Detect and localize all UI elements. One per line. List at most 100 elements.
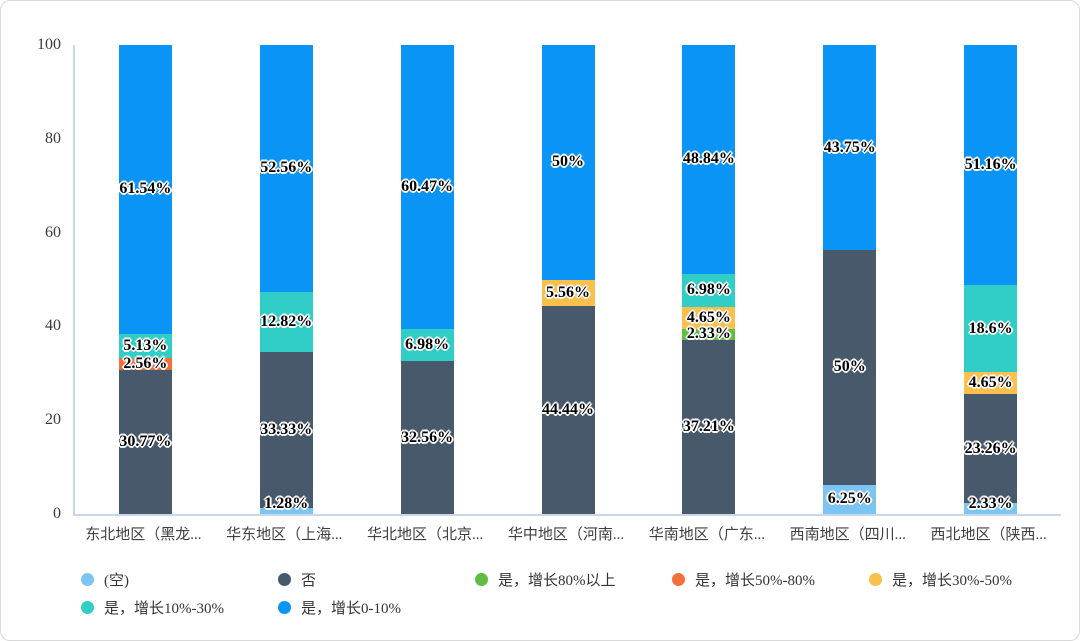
bar-segment (682, 306, 736, 329)
legend-label: 是，增长0-10% (301, 601, 401, 617)
bar-segment-label: 61.54% (119, 180, 172, 198)
bar-segment (541, 279, 595, 306)
legend-label: 是，增长10%-30% (104, 601, 224, 617)
bar-slot: 30.77% 2.56% 5.13% 61.54% (75, 45, 216, 514)
bar-segment-label: 4.65% (686, 308, 731, 326)
bar-segment (259, 291, 313, 352)
bar-segment-label: 33.33% (260, 420, 313, 438)
bar-segment-label: 50% (552, 153, 584, 171)
bar-segment (964, 284, 1018, 373)
bar-segment (541, 305, 595, 514)
bar-segment (400, 328, 454, 362)
bar-segment (541, 45, 595, 280)
stacked-bar: 32.56% 6.98% 60.47% (400, 44, 454, 514)
legend-item: (空) (81, 567, 278, 592)
stacked-bar: 44.44% 5.56% 50% (541, 45, 595, 514)
bar-segment (400, 361, 454, 514)
legend-label: 是，增长30%-50% (892, 573, 1012, 589)
legend-swatch-icon (81, 601, 94, 614)
stacked-bar: 37.21% 2.33% 4.65% 6.98% 48.84% (682, 44, 736, 514)
bar-segment (964, 372, 1018, 394)
legend-swatch-icon (81, 573, 94, 586)
bar-segment (118, 357, 172, 370)
bar-segment (118, 369, 172, 514)
bar-segment (682, 44, 736, 275)
bar-segment-label: 51.16% (964, 155, 1017, 173)
bar-segment (823, 250, 877, 485)
y-tick-label: 60 (45, 223, 61, 241)
bar-segment (259, 351, 313, 508)
x-axis-label: 西北地区（陕西... (930, 527, 1047, 543)
bar-slot: 6.25% 50% 43.75% (779, 45, 920, 514)
y-tick-label: 40 (45, 317, 61, 335)
legend-item: 是，增长30%-50% (869, 567, 1066, 592)
bar-segment-label: 2.33% (968, 495, 1013, 512)
bar-segment (400, 44, 454, 329)
bar-segment-label: 2.56% (123, 354, 168, 372)
bar-segment-label: 12.82% (260, 312, 313, 330)
plot-area: 30.77% 2.56% 5.13% 61.54% 1.28% 33.33% 12.82% 5… (73, 44, 1061, 516)
legend-label: 是，增长80%以上 (498, 573, 616, 589)
y-axis: 0 20 40 60 80 100 (1, 1, 61, 640)
bar-segment-label: 43.75% (823, 138, 876, 156)
legend-item: 是，增长80%以上 (475, 567, 672, 592)
legend-item: 否 (278, 567, 475, 592)
bar-segment-label: 2.33% (686, 325, 731, 343)
bar-segment-label: 1.28% (264, 495, 309, 512)
bar-segment (964, 394, 1018, 504)
y-tick-label: 80 (45, 129, 61, 147)
bar-segment (259, 45, 313, 292)
x-axis-label: 华东地区（上海... (226, 527, 343, 543)
bar-segment-label: 60.47% (401, 177, 454, 195)
stacked-bar: 2.33% 23.26% 4.65% 18.6% 51.16% (964, 45, 1018, 514)
legend-item: 是，增长10%-30% (81, 595, 278, 620)
bar-slot: 44.44% 5.56% 50% (498, 45, 639, 514)
bar-segment (118, 333, 172, 358)
legend: (空) 否 是，增长80%以上 是，增长50%-80% 是，增长30%-50% 是，增长1… (81, 567, 1066, 620)
bar-segment-label: 37.21% (682, 417, 735, 435)
legend-swatch-icon (869, 573, 882, 586)
bar-segment-label: 23.26% (964, 439, 1017, 457)
x-axis-label: 华北地区（北京... (367, 527, 484, 543)
bar-slot: 32.56% 6.98% 60.47% (357, 44, 498, 514)
bar-segment-label: 32.56% (401, 428, 454, 446)
y-tick-label: 20 (45, 411, 61, 429)
bar-segment (682, 328, 736, 340)
bar-segment-label: 50% (833, 358, 866, 376)
bar-segment (823, 484, 877, 514)
bar-segment (682, 274, 736, 307)
x-axis-label: 华南地区（广东... (648, 527, 765, 543)
legend-item: 是，增长50%-80% (672, 567, 869, 592)
legend-swatch-icon (278, 601, 291, 614)
bar-segment (964, 503, 1018, 514)
legend-swatch-icon (278, 573, 291, 586)
y-tick-label: 100 (37, 36, 61, 53)
legend-swatch-icon (475, 573, 488, 586)
bar-segment-label: 5.56% (546, 283, 590, 301)
bar-segment (118, 45, 172, 334)
bar-segment-label: 18.6% (968, 319, 1013, 337)
legend-label: 否 (301, 573, 317, 589)
x-axis-label: 东北地区（黑龙... (85, 527, 202, 543)
legend-item: 是，增长0-10% (278, 595, 475, 620)
legend-swatch-icon (672, 573, 685, 586)
bar-segment-label: 6.25% (827, 490, 872, 508)
bar-segment-label: 4.65% (968, 374, 1013, 392)
x-axis-label: 西南地区（四川... (789, 527, 906, 543)
bar-segment-label: 48.84% (682, 150, 735, 168)
bar-slot: 37.21% 2.33% 4.65% 6.98% 48.84% (638, 44, 779, 514)
stacked-bar: 1.28% 33.33% 12.82% 52.56% (259, 45, 313, 514)
legend-label: (空) (104, 573, 129, 589)
bar-segment-label: 6.98% (686, 281, 731, 299)
bar-segment-label: 44.44% (542, 400, 594, 418)
stacked-bar: 30.77% 2.56% 5.13% 61.54% (118, 45, 172, 514)
stacked-bar: 6.25% 50% 43.75% (823, 45, 877, 514)
bar-segment (259, 508, 313, 514)
x-axis-label: 华中地区（河南... (507, 527, 625, 543)
y-tick-label: 0 (53, 505, 61, 522)
x-axis: 东北地区（黑龙... 华东地区（上海... 华北地区（北京... 华中地区（河南...… (73, 523, 1059, 544)
bar-segment (964, 45, 1018, 285)
bar-segment (823, 45, 877, 251)
bar-segment (682, 339, 736, 514)
